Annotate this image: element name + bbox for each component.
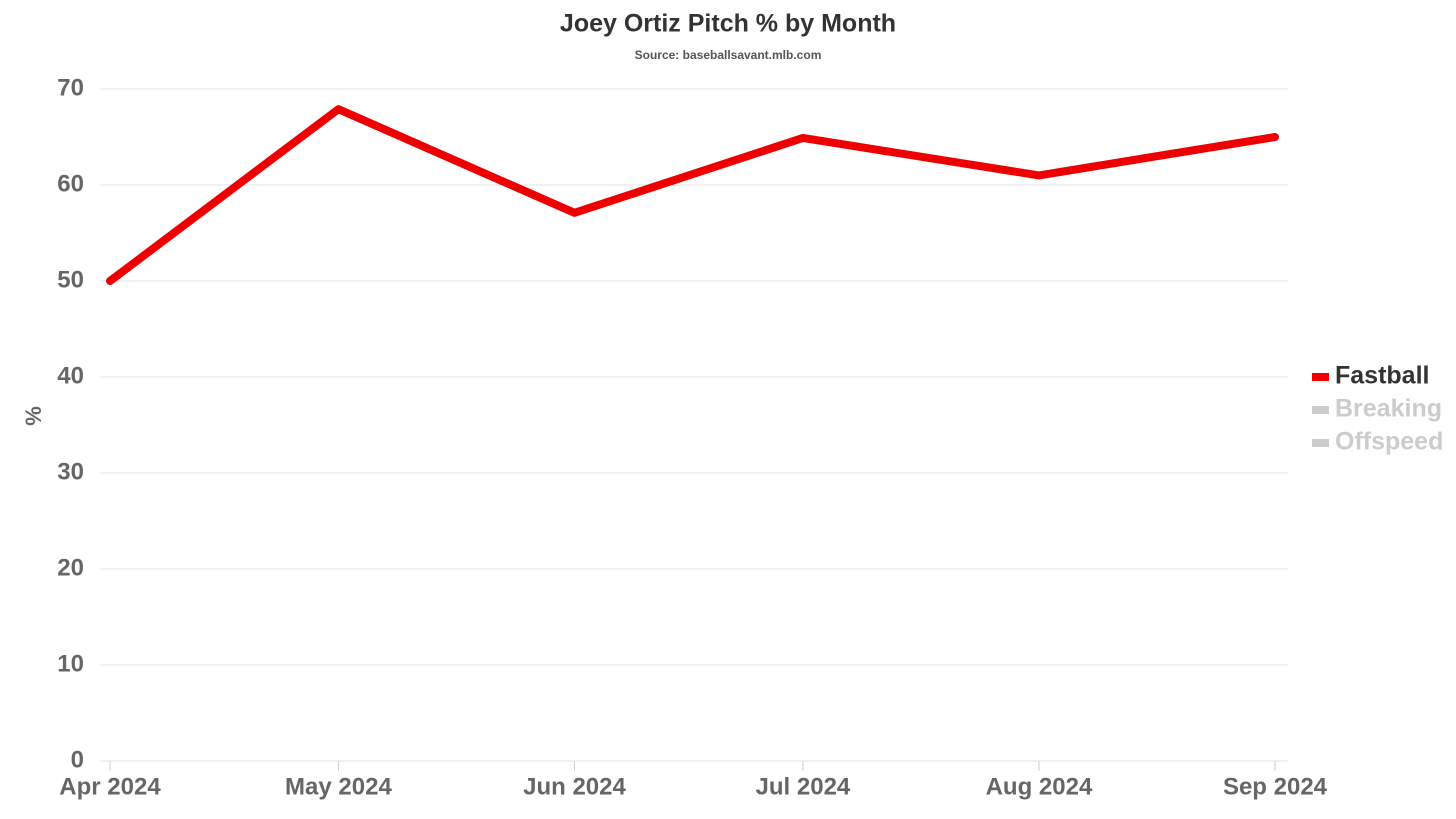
y-tick-label: 50 [57,266,84,293]
y-tick-label: 70 [57,74,84,101]
legend-swatch [1312,373,1329,381]
legend-swatch [1312,439,1329,447]
chart-title: Joey Ortiz Pitch % by Month [560,10,896,38]
x-tick-label: May 2024 [285,773,392,800]
y-tick-label: 0 [71,746,84,773]
x-tick-label: Jun 2024 [523,773,626,800]
y-tick-label: 30 [57,458,84,485]
y-tick-label: 10 [57,650,84,677]
legend-label: Offspeed [1335,428,1443,456]
x-tick-label: Sep 2024 [1223,773,1328,800]
legend-swatch [1312,406,1329,414]
y-tick-label: 60 [57,170,84,197]
legend-label: Breaking [1335,395,1442,423]
x-tick-label: Apr 2024 [59,773,161,800]
x-tick-label: Aug 2024 [986,773,1093,800]
y-axis-label: % [21,406,46,426]
legend-label: Fastball [1335,362,1429,390]
chart-subtitle: Source: baseballsavant.mlb.com [635,48,822,62]
y-tick-label: 40 [57,362,84,389]
y-tick-label: 20 [57,554,84,581]
x-tick-label: Jul 2024 [756,773,851,800]
line-series [106,105,1279,285]
